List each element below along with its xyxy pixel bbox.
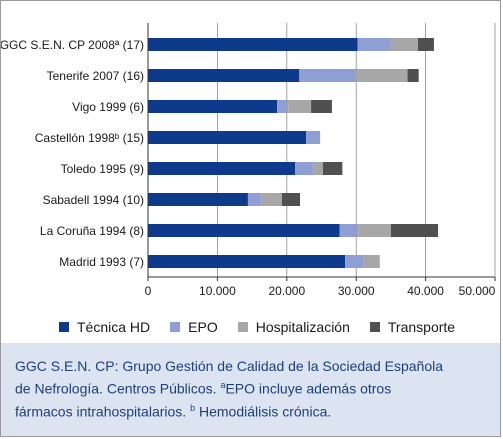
caption-line-1: GGC S.E.N. CP: Grupo Gestión de Calidad … xyxy=(15,358,444,374)
bar-segment xyxy=(322,162,343,175)
bar-segment xyxy=(299,69,357,82)
x-tick-label: 30.000 xyxy=(338,284,375,298)
bar-segment xyxy=(306,131,321,144)
bar-segment xyxy=(277,100,289,113)
legend-swatch xyxy=(59,322,69,332)
bar-segment xyxy=(363,255,380,268)
x-tick-label: 40.000 xyxy=(407,284,444,298)
bar-segment xyxy=(313,162,323,175)
bar-segment xyxy=(281,193,300,206)
bar-segment xyxy=(148,162,296,175)
legend-label: Técnica HD xyxy=(77,319,151,335)
bar-segment xyxy=(148,255,346,268)
bar-segment xyxy=(311,100,332,113)
bar-segment xyxy=(356,69,408,82)
legend-label: Transporte xyxy=(387,319,456,335)
bar-segment xyxy=(390,224,439,237)
figure-caption: GGC S.E.N. CP: Grupo Gestión de Calidad … xyxy=(1,343,500,436)
legend-swatch xyxy=(369,322,380,332)
bar-segment xyxy=(390,38,418,51)
bar-segment xyxy=(148,69,300,82)
category-label: Tenerife 2007 (16) xyxy=(47,69,144,83)
legend-label: EPO xyxy=(188,319,218,335)
bar-segment xyxy=(339,224,359,237)
x-tick-label: 50.000 xyxy=(459,284,496,298)
legend-swatch xyxy=(170,322,181,332)
plot-area: GGC S.E.N. CP 2008ª (17) Tenerife 2007 (1… xyxy=(0,1,502,339)
caption-line-2: de Nefrología. Centros Públicos. aEPO in… xyxy=(15,380,392,397)
x-tick-label: 0 xyxy=(145,284,152,298)
bar-segment xyxy=(357,38,391,51)
category-label: Madrid 1993 (7) xyxy=(59,255,144,269)
category-label: Vigo 1999 (6) xyxy=(72,100,144,114)
legend-label: Hospitalización xyxy=(255,319,350,335)
x-tick-label: 10.000 xyxy=(199,284,236,298)
bar-segment xyxy=(288,100,312,113)
legend-item-epo: EPO xyxy=(170,319,218,335)
bar-segment xyxy=(148,193,248,206)
bar-segment xyxy=(407,69,419,82)
bar-segment xyxy=(295,162,314,175)
category-label: La Coruña 1994 (8) xyxy=(40,224,144,238)
legend-item-hospitalizacion: Hospitalización xyxy=(237,319,350,335)
bar-segment xyxy=(148,100,278,113)
legend-item-tecnica-hd: Técnica HD xyxy=(59,319,150,335)
bar-segment xyxy=(247,193,262,206)
legend-swatch xyxy=(237,322,248,332)
legend: Técnica HD EPO Hospitalización Transport… xyxy=(59,317,475,337)
category-label: Toledo 1995 (9) xyxy=(61,162,144,176)
caption-line-3: fármacos intrahospitalarios. b Hemodiáli… xyxy=(15,402,332,420)
bar-segment xyxy=(148,224,340,237)
bar-segment xyxy=(417,38,434,51)
category-label: Castellón 1998ᵇ (15) xyxy=(35,131,144,145)
bar-segment xyxy=(358,224,391,237)
bar-chart: GGC S.E.N. CP 2008ª (17) Tenerife 2007 (1… xyxy=(0,23,496,298)
bar-segment xyxy=(261,193,282,206)
category-label: Sabadell 1994 (10) xyxy=(43,193,144,207)
category-label: GGC S.E.N. CP 2008ª (17) xyxy=(1,38,144,52)
bar-segment xyxy=(148,38,358,51)
legend-item-transporte: Transporte xyxy=(369,319,456,335)
bar-segment xyxy=(148,131,307,144)
x-tick-label: 20.000 xyxy=(268,284,305,298)
bar-segment xyxy=(345,255,364,268)
